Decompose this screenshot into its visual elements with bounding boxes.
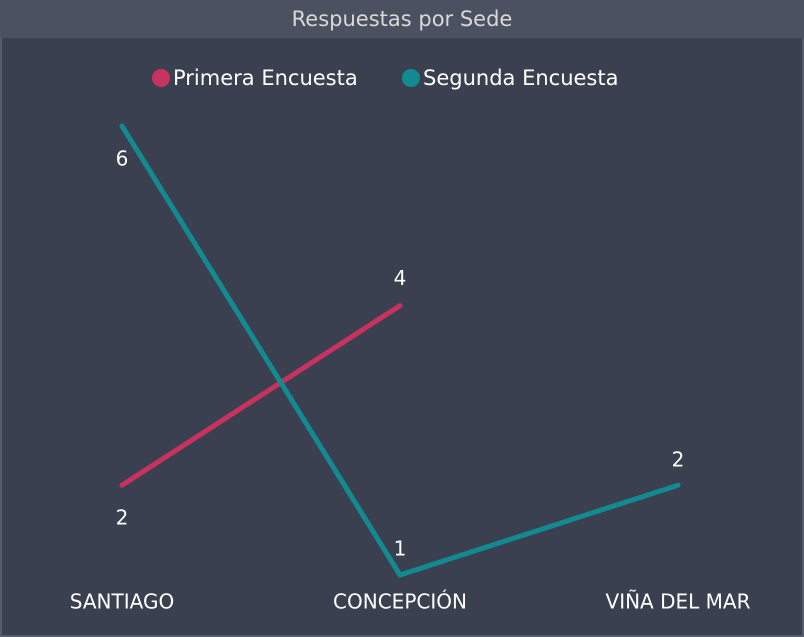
legend-label: Segunda Encuesta <box>423 66 618 90</box>
x-tick-label: SANTIAGO <box>70 590 174 614</box>
legend-marker <box>152 69 170 87</box>
series-line <box>119 123 681 578</box>
data-label: 6 <box>116 147 129 171</box>
data-label: 4 <box>394 266 407 290</box>
data-label: 1 <box>394 537 407 561</box>
legend-label: Primera Encuesta <box>173 66 358 90</box>
x-tick-label: CONCEPCIÓN <box>333 590 467 614</box>
x-tick-label: VIÑA DEL MAR <box>606 590 751 614</box>
legend-marker <box>402 69 420 87</box>
series-line <box>119 303 403 488</box>
chart-title: Respuestas por Sede <box>292 7 513 31</box>
title-bar <box>0 0 804 38</box>
data-label: 2 <box>116 506 129 530</box>
data-label: 2 <box>672 448 685 472</box>
